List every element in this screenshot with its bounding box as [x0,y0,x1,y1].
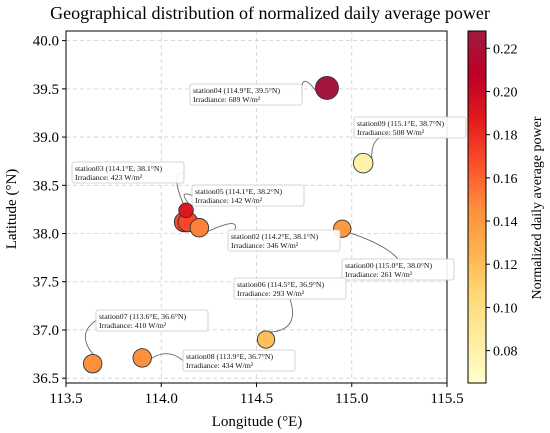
annotation-irradiance: Irradiance: 410 W/m² [99,321,167,330]
colorbar-gradient [467,30,487,384]
y-tick-label: 38.5 [33,178,59,194]
annotation-box [233,277,347,300]
leader-line [151,353,184,361]
colorbar-tick-label: 0.18 [493,129,518,144]
annotation-box [71,161,185,184]
scatter-point-station02 [189,218,210,238]
colorbar-tick-label: 0.22 [493,42,518,57]
annotation-irradiance: Irradiance: 142 W/m² [195,196,263,205]
scatter-point-station07 [82,354,103,374]
annotation-station: station00 (115.0°E, 38.0°N) [345,261,433,270]
scatter-point-station04 [315,75,339,100]
annotation-station: station09 (115.1°E, 38.7°N) [357,119,445,128]
scatter-point-station09 [352,152,374,174]
y-tick-label: 38.0 [33,227,59,243]
scatter-point-station08 [132,348,152,368]
leader-line [270,298,293,333]
scatter-point-station06 [256,330,276,349]
annotation-box [189,83,303,106]
axes: 113.5 114.0 114.5 115.0 115.5 36.5 37.0 37.5 38.… [33,30,464,407]
annotation-box [227,229,341,252]
annotation-irradiance: Irradiance: 434 W/m² [186,361,254,370]
annotation-irradiance: Irradiance: 508 W/m² [357,128,425,137]
y-tick-label: 37.5 [33,275,59,291]
annotation-station: station03 (114.1°E, 38.1°N) [75,164,163,173]
colorbar-tick-label: 0.14 [493,215,518,230]
annotation-box [182,349,296,372]
annotation-station: station07 (113.6°E, 36.6°N) [99,312,187,321]
y-tick-label: 39.5 [33,82,59,98]
colorbar-tick-label: 0.10 [493,301,518,316]
x-tick-label: 115.5 [430,391,463,407]
colorbar-tick-label: 0.16 [493,172,518,187]
y-tick-label: 40.0 [33,34,59,50]
chart-title: Geographical distribution of normalized … [50,3,490,23]
leader-line [84,320,97,355]
leader-line [183,193,193,204]
point-labels: station00 (115.0°E, 38.0°N)Irradiance: 2… [71,83,467,372]
annotation-station: station08 (113.9°E, 36.7°N) [186,352,274,361]
x-tick-label: 115.0 [335,391,368,407]
annotation-irradiance: Irradiance: 423 W/m² [75,173,143,182]
annotation-box [341,258,455,281]
x-tick-label: 113.5 [49,391,82,407]
x-axis-label: Longitude (°E) [212,414,303,430]
annotation-box [191,184,305,207]
colorbar-tick-label: 0.20 [493,85,518,100]
colorbar-tick-label: 0.12 [493,258,518,273]
leader-line [349,232,399,260]
annotation-irradiance: Irradiance: 261 W/m² [345,270,413,279]
y-tick-label: 37.0 [33,323,59,339]
annotation-station: station04 (114.9°E, 39.5°N) [193,86,281,95]
annotation-irradiance: Irradiance: 293 W/m² [237,289,305,298]
scatter-point-station05 [178,202,194,219]
points [82,75,374,374]
annotation-box [95,309,209,332]
annotation-irradiance: Irradiance: 346 W/m² [231,241,299,250]
colorbar-tick-label: 0.08 [493,345,518,360]
y-tick-label: 36.5 [33,371,59,387]
annotation-station: station06 (114.5°E, 36.9°N) [237,280,325,289]
annotation-station: station02 (114.2°E, 38.1°N) [231,232,319,241]
leader-line [301,80,317,95]
colorbar-label: Normalized daily average power [530,116,545,299]
annotation-irradiance: Irradiance: 689 W/m² [193,95,261,104]
x-tick-label: 114.0 [145,391,178,407]
annotation-station: station05 (114.1°E, 38.2°N) [195,187,283,196]
y-tick-label: 39.0 [33,130,59,146]
y-axis-label: Latitude (°N) [4,169,20,250]
x-tick-label: 114.5 [240,391,273,407]
colorbar: 0.08 0.10 0.12 0.14 0.16 0.18 0.20 0.22 [467,30,518,384]
annotation-box [353,116,467,139]
